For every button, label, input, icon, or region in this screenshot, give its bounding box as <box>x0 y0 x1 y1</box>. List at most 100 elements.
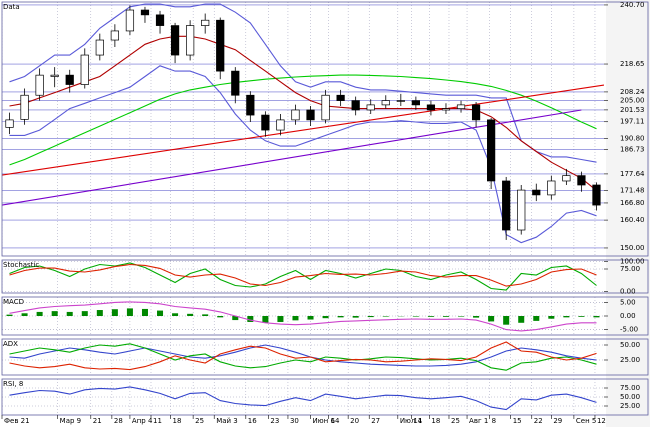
panel <box>2 260 604 293</box>
panel-frame <box>1 338 649 376</box>
bar <box>563 316 570 318</box>
candle-body <box>517 189 526 231</box>
candle-body <box>261 114 270 131</box>
panel <box>2 379 604 415</box>
x-tick-label: 30 <box>290 417 299 425</box>
candle-body <box>291 109 300 121</box>
series-line <box>9 344 597 367</box>
candle-body <box>155 14 165 26</box>
bar <box>21 313 28 316</box>
bar <box>247 316 254 322</box>
series-line <box>2 84 604 176</box>
candle-body <box>50 74 59 77</box>
series-line <box>9 263 597 287</box>
x-tick-label: 12 <box>597 417 606 425</box>
x-tick-label: 28 <box>114 417 123 425</box>
bar <box>382 316 389 317</box>
panel-title: Data <box>3 3 20 11</box>
candle-body <box>351 100 360 111</box>
series-line <box>9 386 597 411</box>
candle-body <box>276 119 285 131</box>
bar <box>518 316 525 323</box>
x-tick-label: Май 3 <box>216 417 238 425</box>
y-tick-label: 25.00 <box>620 356 640 364</box>
series-line <box>2 109 582 206</box>
x-tick-label: Мар 9 <box>60 417 81 425</box>
candle-body <box>381 100 390 106</box>
candle-body <box>441 108 451 111</box>
candle-body <box>321 94 330 121</box>
candle-body <box>532 189 541 196</box>
x-tick-label: 20 <box>350 417 359 425</box>
y-tick-label: 177.64 <box>620 170 645 178</box>
x-tick-label: Апр 4 <box>132 417 153 425</box>
candle-body <box>125 9 135 32</box>
x-tick-label: 11 <box>153 417 162 425</box>
series-line <box>9 262 597 291</box>
x-tick-label: 27 <box>371 417 380 425</box>
bar <box>202 314 209 316</box>
price-axis-background <box>606 0 650 427</box>
panel-frame <box>1 259 649 294</box>
y-tick-label: 218.65 <box>620 60 645 68</box>
candle-body <box>140 9 150 16</box>
bar <box>337 316 344 318</box>
y-tick-label: 75.00 <box>620 265 640 273</box>
candle-body <box>186 25 195 56</box>
candle-body <box>246 94 255 116</box>
candle-body <box>396 100 405 102</box>
x-tick-label: Июн 6 <box>313 417 336 425</box>
panel-title: ADX <box>3 340 18 348</box>
y-tick-label: 50.00 <box>620 393 640 401</box>
candle-body <box>231 70 240 96</box>
bar <box>307 316 314 320</box>
y-tick-label: 100.00 <box>620 258 645 266</box>
candle-body <box>502 180 511 231</box>
y-tick-label: 240.70 <box>620 1 645 9</box>
candle-body <box>456 104 466 109</box>
x-tick-label: Июл 4 <box>400 417 423 425</box>
y-tick-label: 0.00 <box>620 288 636 296</box>
candle-body <box>577 175 586 186</box>
x-tick-label: 25 <box>451 417 460 425</box>
bar <box>367 316 374 318</box>
y-tick-label: 75.00 <box>620 384 640 392</box>
y-tick-label: 208.24 <box>620 88 645 96</box>
x-tick-label: Сен 5 <box>576 417 596 425</box>
panel-frame <box>1 378 649 416</box>
candle-body <box>336 94 345 101</box>
candle-body <box>201 19 210 26</box>
y-tick-label: 186.73 <box>620 146 645 154</box>
panel <box>2 297 604 335</box>
x-tick-label: 11 <box>413 417 422 425</box>
candle-body <box>592 184 601 206</box>
bar <box>51 311 58 316</box>
bar <box>157 310 164 316</box>
x-tick-label: 16 <box>248 417 257 425</box>
bar <box>412 316 419 317</box>
x-tick-label: 25 <box>195 417 204 425</box>
y-tick-label: 197.11 <box>620 118 645 126</box>
panel-title: Stochastic <box>3 261 39 269</box>
bar <box>96 310 103 316</box>
candle-body <box>411 100 420 106</box>
y-tick-label: 190.80 <box>620 135 645 143</box>
panel-frame <box>1 1 649 257</box>
bar <box>322 316 329 319</box>
candle-body <box>5 119 14 128</box>
series-line <box>9 65 597 244</box>
bar <box>548 316 555 319</box>
panel <box>2 339 604 375</box>
bar <box>578 316 585 317</box>
bar <box>66 311 73 316</box>
candle-body <box>80 54 89 85</box>
x-tick-label: 23 <box>270 417 279 425</box>
x-tick-label: 14 <box>331 417 340 425</box>
candle-body <box>170 25 180 56</box>
candle-body <box>471 104 481 121</box>
series-line <box>9 301 597 332</box>
candle-body <box>547 180 556 196</box>
bar <box>36 311 43 316</box>
